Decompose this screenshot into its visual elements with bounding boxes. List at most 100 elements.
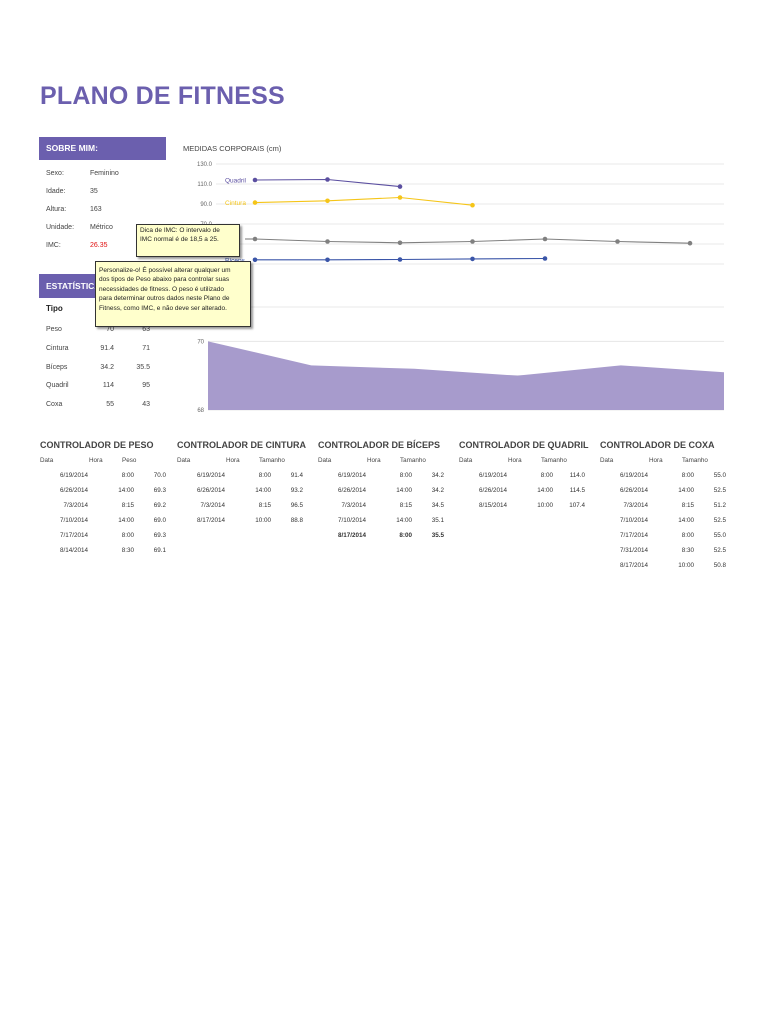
tracker-cell[interactable]: 34.2 [431, 487, 444, 494]
tracker-cell[interactable]: 10:00 [678, 562, 694, 569]
stats-value-a[interactable]: 91.4 [100, 345, 114, 352]
tracker-cell[interactable]: 8/17/2014 [619, 562, 648, 569]
tracker-cell[interactable]: 69.3 [153, 532, 166, 539]
tracker-cell[interactable]: 6/26/2014 [196, 487, 225, 494]
tracker-cell[interactable]: 55.0 [713, 532, 726, 539]
tracker-cell[interactable]: 6/19/2014 [196, 472, 225, 479]
tracker-cell[interactable]: 14:00 [255, 487, 271, 494]
series-label: Bíceps [225, 257, 246, 264]
tracker-cell[interactable]: 114.0 [569, 472, 585, 479]
tracker-cell[interactable]: 10:00 [255, 517, 271, 524]
tracker-cell[interactable]: 6/19/2014 [478, 472, 507, 479]
tracker-cell[interactable]: 70.0 [153, 472, 166, 479]
tracker-cell[interactable]: 69.1 [153, 547, 166, 554]
tracker-cell[interactable]: 6/26/2014 [619, 487, 648, 494]
tracker-cell[interactable]: 52.5 [713, 547, 726, 554]
tracker-cell[interactable]: 91.4 [290, 472, 303, 479]
tracker-cell[interactable]: 6/26/2014 [337, 487, 366, 494]
tracker-cell[interactable]: 14:00 [118, 517, 134, 524]
tracker-cell[interactable]: 8/15/2014 [478, 502, 507, 509]
tracker-cell[interactable]: 8:00 [399, 532, 412, 539]
tracker-cell[interactable]: 7/31/2014 [619, 547, 648, 554]
tracker-cell[interactable]: 50.8 [713, 562, 726, 569]
stats-value-b[interactable]: 35.5 [136, 364, 150, 371]
stats-value-b[interactable]: 95 [142, 382, 150, 389]
tracker-cell[interactable]: 8:15 [399, 502, 412, 509]
tracker-cell[interactable]: 6/19/2014 [619, 472, 648, 479]
tracker-cell[interactable]: 7/10/2014 [337, 517, 366, 524]
tracker-cell[interactable]: 6/19/2014 [59, 472, 88, 479]
tracker-cell[interactable]: 14:00 [537, 487, 553, 494]
tracker-cell[interactable]: 8/17/2014 [337, 532, 366, 539]
tracker-cell[interactable]: 8:00 [681, 472, 694, 479]
tracker-cell[interactable]: 114.5 [569, 487, 585, 494]
tracker-cell[interactable]: 7/3/2014 [200, 502, 225, 509]
about-value[interactable]: 35 [90, 188, 98, 195]
tracker-cell[interactable]: 8:00 [681, 532, 694, 539]
stats-value-a[interactable]: 34.2 [100, 364, 114, 371]
page-title: PLANO DE FITNESS [40, 82, 285, 110]
stats-value-a[interactable]: 70 [106, 326, 114, 333]
stats-value-b[interactable]: 43 [142, 401, 150, 408]
tracker-cell[interactable]: 14:00 [678, 487, 694, 494]
tooltip-line: IMC normal é de 18,5 a 25. [140, 235, 219, 243]
tracker-cell[interactable]: 7/3/2014 [623, 502, 648, 509]
tracker-cell[interactable]: 8:15 [258, 502, 271, 509]
tracker-cell[interactable]: 8:30 [121, 547, 134, 554]
tracker-cell[interactable]: 6/19/2014 [337, 472, 366, 479]
tracker-cell[interactable]: 8/14/2014 [59, 547, 88, 554]
tracker-cell[interactable]: 96.5 [290, 502, 303, 509]
tracker-cell[interactable]: 14:00 [678, 517, 694, 524]
tracker-cell[interactable]: 8:30 [681, 547, 694, 554]
stats-value-a[interactable]: 55 [106, 401, 114, 408]
tracker-cell[interactable]: 88.8 [290, 517, 303, 524]
about-row-sexo: Sexo: Feminino [46, 170, 119, 177]
tracker-cell[interactable]: 8:00 [399, 472, 412, 479]
tracker-cell[interactable]: 69.2 [153, 502, 166, 509]
tracker-title: CONTROLADOR DE CINTURA [177, 440, 306, 450]
stats-value-b[interactable]: 71 [142, 345, 150, 352]
tracker-cell[interactable]: 6/26/2014 [478, 487, 507, 494]
tracker-cell[interactable]: 69.0 [153, 517, 166, 524]
tracker-cell[interactable]: 55.0 [713, 472, 726, 479]
tracker-cell[interactable]: 34.2 [431, 472, 444, 479]
tracker-cell[interactable]: 8:15 [121, 502, 134, 509]
tracker-cell[interactable]: 14:00 [396, 517, 412, 524]
tracker-cell[interactable]: 35.1 [431, 517, 444, 524]
tracker-cell[interactable]: 51.2 [713, 502, 726, 509]
data-point [397, 240, 403, 246]
tracker-cell[interactable]: 7/3/2014 [63, 502, 88, 509]
tracker-cell[interactable]: 8:00 [540, 472, 553, 479]
data-point [687, 240, 693, 246]
tracker-cell[interactable]: 7/10/2014 [59, 517, 88, 524]
tracker-column-header: Tamanho [541, 457, 567, 464]
tracker-cell[interactable]: 35.5 [431, 532, 444, 539]
tracker-cell[interactable]: 52.5 [713, 517, 726, 524]
about-label: Sexo: [46, 170, 64, 177]
tracker-cell[interactable]: 7/17/2014 [59, 532, 88, 539]
about-value[interactable]: Feminino [90, 170, 119, 177]
tracker-cell[interactable]: 14:00 [396, 487, 412, 494]
tracker-cell[interactable]: 7/3/2014 [341, 502, 366, 509]
tracker-cell[interactable]: 34.5 [431, 502, 444, 509]
tracker-cell[interactable]: 10:00 [537, 502, 553, 509]
tracker-cell[interactable]: 93.2 [290, 487, 303, 494]
about-header-label: SOBRE MIM: [46, 143, 98, 153]
tracker-cell[interactable]: 14:00 [118, 487, 134, 494]
about-value[interactable]: 163 [90, 206, 102, 213]
tracker-cell[interactable]: 6/26/2014 [59, 487, 88, 494]
about-value[interactable]: Métrico [90, 224, 113, 231]
tracker-cell[interactable]: 107.4 [569, 502, 585, 509]
tracker-cell[interactable]: 8:00 [121, 472, 134, 479]
stats-value-a[interactable]: 114 [102, 382, 114, 389]
stats-value-b[interactable]: 63 [142, 326, 150, 333]
tracker-cell[interactable]: 69.3 [153, 487, 166, 494]
tracker-cell[interactable]: 7/10/2014 [619, 517, 648, 524]
tracker-cell[interactable]: 7/17/2014 [619, 532, 648, 539]
tracker-cell[interactable]: 8/17/2014 [196, 517, 225, 524]
tracker-cell[interactable]: 52.5 [713, 487, 726, 494]
tracker-cell[interactable]: 8:00 [121, 532, 134, 539]
chart-title: MEDIDAS CORPORAIS (cm) [183, 144, 282, 153]
tracker-cell[interactable]: 8:15 [681, 502, 694, 509]
tracker-cell[interactable]: 8:00 [258, 472, 271, 479]
